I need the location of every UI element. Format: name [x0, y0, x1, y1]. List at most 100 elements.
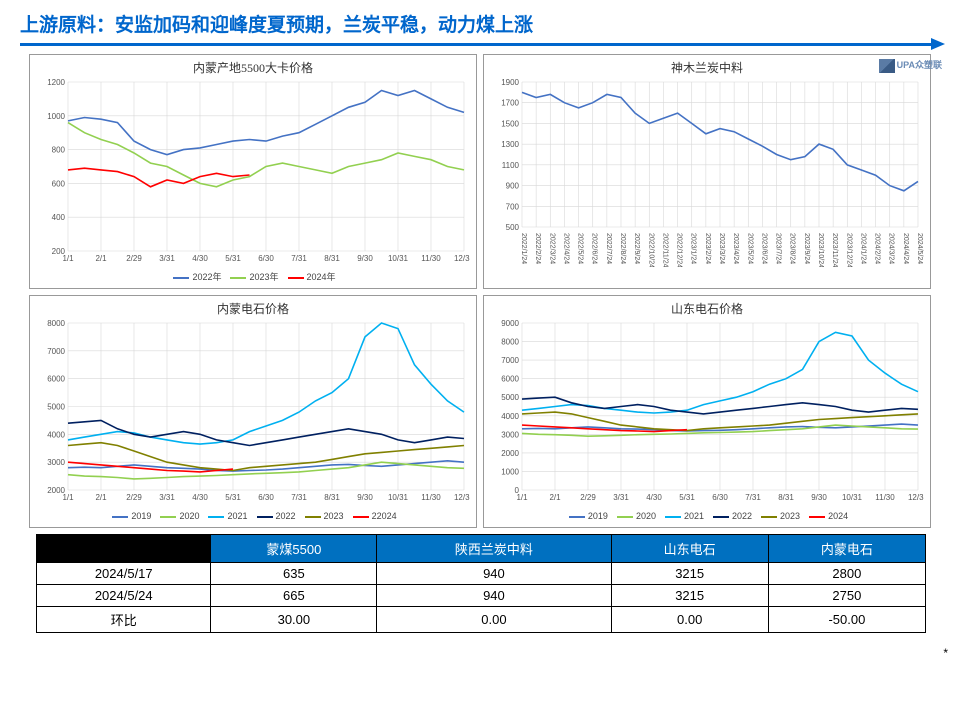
svg-text:5/31: 5/31: [225, 493, 241, 502]
chart-panel: 神木兰炭中料500700900110013001500170019002022/…: [483, 54, 931, 289]
chart-panel: 内蒙电石价格20003000400050006000700080001/12/1…: [29, 295, 477, 528]
table-header: 蒙煤5500: [211, 535, 377, 563]
chart-svg: 01000200030004000500060007000800090001/1…: [490, 317, 924, 506]
svg-text:11/30: 11/30: [875, 493, 895, 502]
svg-text:2024/2/24: 2024/2/24: [874, 233, 881, 264]
svg-text:700: 700: [506, 202, 520, 211]
svg-text:500: 500: [506, 223, 520, 232]
svg-text:1000: 1000: [47, 112, 65, 121]
svg-text:6/30: 6/30: [258, 493, 274, 502]
svg-text:9/30: 9/30: [357, 493, 373, 502]
svg-text:2022/12/24: 2022/12/24: [676, 233, 683, 267]
svg-text:5000: 5000: [47, 403, 65, 412]
svg-text:12/31: 12/31: [454, 493, 470, 502]
svg-text:11/30: 11/30: [421, 493, 441, 502]
svg-text:7/31: 7/31: [291, 493, 307, 502]
svg-text:2000: 2000: [501, 449, 519, 458]
svg-text:8/31: 8/31: [778, 493, 794, 502]
svg-text:8000: 8000: [501, 338, 519, 347]
svg-text:2/1: 2/1: [549, 493, 561, 502]
footnote-asterisk: *: [943, 646, 948, 660]
svg-text:6000: 6000: [47, 375, 65, 384]
svg-text:5000: 5000: [501, 393, 519, 402]
svg-text:10/31: 10/31: [842, 493, 863, 502]
svg-text:3/31: 3/31: [159, 493, 175, 502]
svg-text:2022/2/24: 2022/2/24: [534, 233, 541, 264]
svg-text:12/31: 12/31: [908, 493, 924, 502]
svg-text:3/31: 3/31: [613, 493, 629, 502]
svg-text:2023/1/24: 2023/1/24: [690, 233, 697, 264]
svg-text:2022/10/24: 2022/10/24: [647, 233, 654, 267]
svg-text:2/29: 2/29: [126, 254, 142, 263]
svg-text:2023/6/24: 2023/6/24: [760, 233, 767, 264]
svg-text:2023/3/24: 2023/3/24: [718, 233, 725, 264]
table-header: 山东电石: [611, 535, 768, 563]
table-cell: 3215: [611, 585, 768, 607]
svg-text:2024/3/24: 2024/3/24: [888, 233, 895, 264]
svg-text:2023/2/24: 2023/2/24: [704, 233, 711, 264]
svg-text:3/31: 3/31: [159, 254, 175, 263]
page-title: 上游原料：安监加码和迎峰度夏预期，兰炭平稳，动力煤上涨: [20, 10, 533, 37]
svg-text:11/30: 11/30: [421, 254, 441, 263]
svg-text:2024/5/24: 2024/5/24: [916, 233, 923, 264]
svg-text:1/1: 1/1: [62, 493, 74, 502]
table-row: 2024/5/2466594032152750: [37, 585, 926, 607]
svg-text:1/1: 1/1: [516, 493, 528, 502]
svg-text:1500: 1500: [501, 119, 519, 128]
svg-text:9/30: 9/30: [811, 493, 827, 502]
svg-text:7/31: 7/31: [745, 493, 761, 502]
svg-text:1/1: 1/1: [62, 254, 74, 263]
svg-text:2024/1/24: 2024/1/24: [859, 233, 866, 264]
svg-text:900: 900: [506, 182, 520, 191]
chart-legend: 2022年2023年2024年: [36, 273, 470, 282]
svg-text:400: 400: [52, 213, 66, 222]
table-header-row: 蒙煤5500陕西兰炭中料山东电石内蒙电石: [37, 535, 926, 563]
chart-title: 山东电石价格: [490, 300, 924, 317]
table-cell: 2024/5/24: [37, 585, 211, 607]
svg-text:5/31: 5/31: [679, 493, 695, 502]
chart-title: 内蒙电石价格: [36, 300, 470, 317]
table-cell: 3215: [611, 563, 768, 585]
title-divider: [20, 43, 940, 46]
table-header: [37, 535, 211, 563]
table-cell: -50.00: [768, 607, 925, 633]
table-cell: 30.00: [211, 607, 377, 633]
svg-text:2023/9/24: 2023/9/24: [803, 233, 810, 264]
svg-text:2/29: 2/29: [580, 493, 596, 502]
chart-svg: 200400600800100012001/12/12/293/314/305/…: [36, 76, 470, 267]
svg-text:2023/5/24: 2023/5/24: [746, 233, 753, 264]
svg-text:1200: 1200: [47, 78, 65, 87]
chart-title: 内蒙产地5500大卡价格: [36, 59, 470, 76]
svg-text:4000: 4000: [47, 430, 65, 439]
svg-text:1700: 1700: [501, 99, 519, 108]
chart-svg: 500700900110013001500170019002022/1/2420…: [490, 76, 924, 267]
table-header: 陕西兰炭中料: [377, 535, 611, 563]
svg-text:2/1: 2/1: [95, 254, 107, 263]
svg-text:2022/3/24: 2022/3/24: [548, 233, 555, 264]
svg-text:12/31: 12/31: [454, 254, 470, 263]
chart-grid: 内蒙产地5500大卡价格200400600800100012001/12/12/…: [0, 46, 960, 530]
brand-logo: UPA众塑联: [879, 58, 942, 73]
svg-text:5/31: 5/31: [225, 254, 241, 263]
svg-text:8/31: 8/31: [324, 254, 340, 263]
chart-panel: 山东电石价格0100020003000400050006000700080009…: [483, 295, 931, 528]
table-row: 环比30.000.000.00-50.00: [37, 607, 926, 633]
table-cell: 0.00: [377, 607, 611, 633]
svg-text:2023/7/24: 2023/7/24: [775, 233, 782, 264]
svg-text:1900: 1900: [501, 78, 519, 87]
svg-text:4/30: 4/30: [192, 254, 208, 263]
table-row: 2024/5/1763594032152800: [37, 563, 926, 585]
svg-text:4/30: 4/30: [646, 493, 662, 502]
chart-legend: 2019202020212022202322024: [36, 512, 470, 521]
svg-text:4000: 4000: [501, 412, 519, 421]
svg-text:800: 800: [52, 146, 66, 155]
svg-text:7000: 7000: [501, 356, 519, 365]
svg-text:10/31: 10/31: [388, 493, 409, 502]
svg-text:1300: 1300: [501, 140, 519, 149]
svg-text:8000: 8000: [47, 319, 65, 328]
svg-text:6/30: 6/30: [258, 254, 274, 263]
svg-text:3000: 3000: [47, 458, 65, 467]
svg-text:6000: 6000: [501, 375, 519, 384]
svg-text:2022/11/24: 2022/11/24: [661, 233, 668, 267]
table-header: 内蒙电石: [768, 535, 925, 563]
